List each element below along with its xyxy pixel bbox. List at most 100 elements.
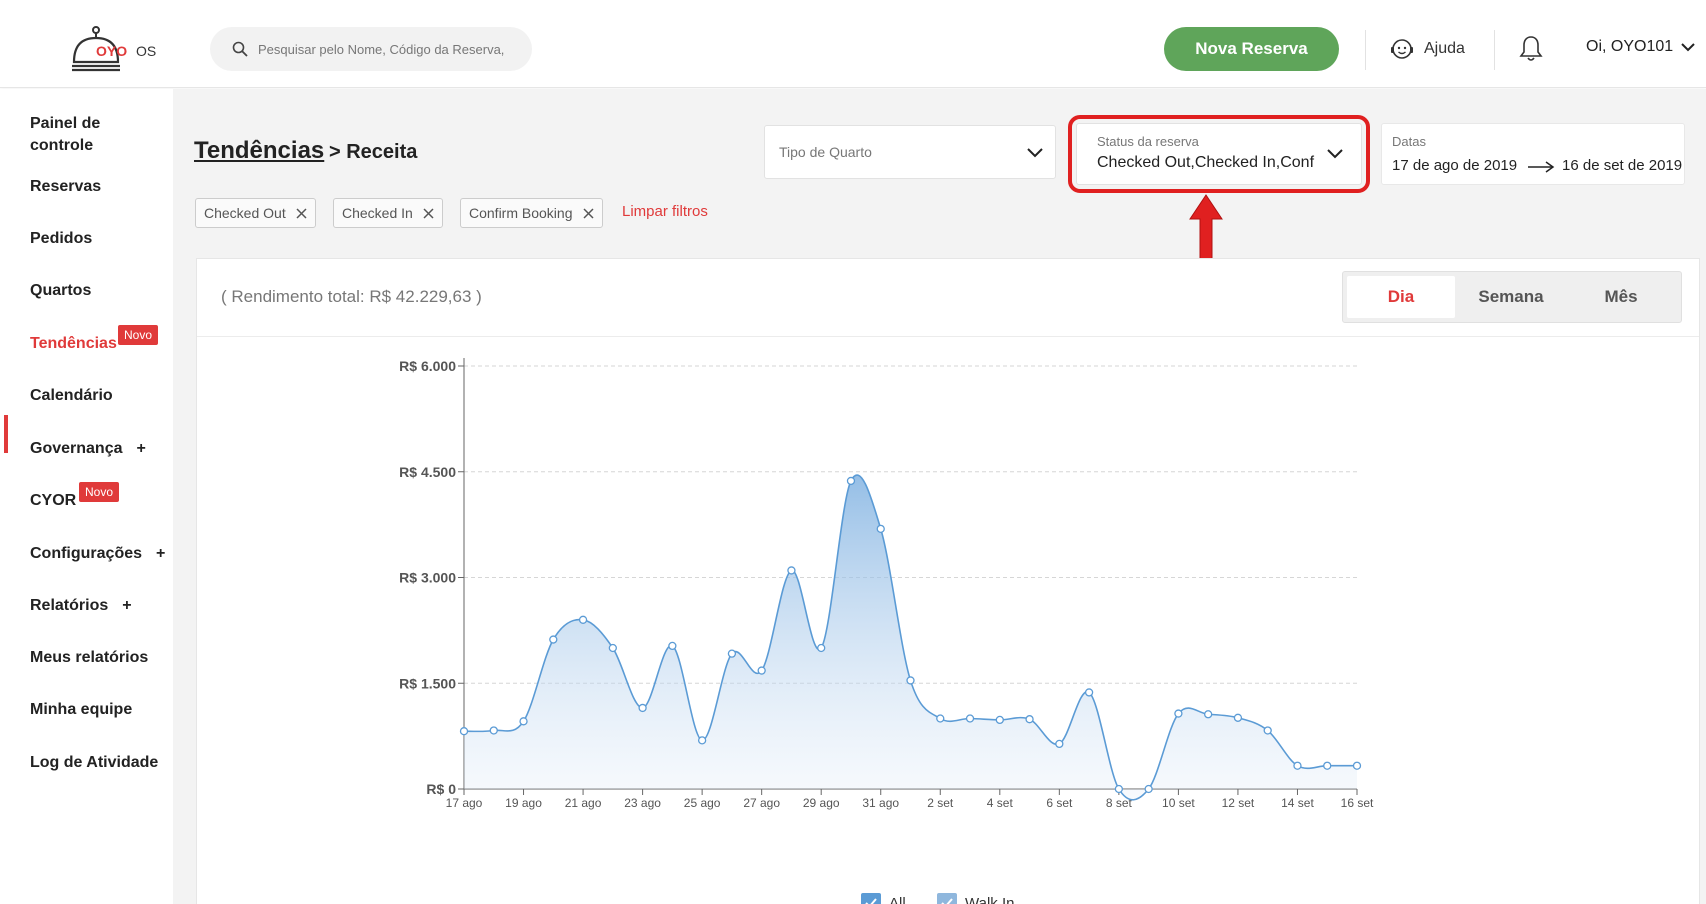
data-point xyxy=(1055,739,1064,749)
data-point xyxy=(608,643,617,653)
new-badge: Novo xyxy=(118,325,159,345)
sidebar-item-orders[interactable]: Pedidos xyxy=(30,230,93,247)
booking-status-label: Status da reserva xyxy=(1097,134,1199,149)
data-point xyxy=(1323,761,1332,770)
x-tick-label: 6 set xyxy=(1046,796,1073,810)
search-input[interactable] xyxy=(258,38,524,60)
sidebar-item-my-reports[interactable]: Meus relatórios xyxy=(30,649,149,666)
data-point xyxy=(846,476,856,486)
annotation-arrow-up-icon xyxy=(1189,194,1223,260)
active-indicator xyxy=(4,415,8,453)
sidebar-item-bookings[interactable]: Reservas xyxy=(30,178,102,195)
checkbox-checked-icon[interactable] xyxy=(861,893,881,904)
data-point xyxy=(1233,713,1243,722)
x-tick-label: 23 ago xyxy=(624,796,661,810)
tab-week[interactable]: Semana xyxy=(1478,287,1544,306)
data-point xyxy=(1114,784,1124,794)
data-point xyxy=(817,643,826,653)
legend-item-walk-in[interactable]: Walk In xyxy=(937,893,1014,904)
clear-filters-link[interactable]: Limpar filtros xyxy=(622,203,708,220)
filter-chip-label: Checked Out xyxy=(204,205,286,221)
y-tick-label: R$ 0 xyxy=(426,781,456,797)
data-point xyxy=(995,715,1004,725)
sidebar-item-label: Configurações xyxy=(30,545,143,562)
data-point xyxy=(757,666,766,675)
room-type-dropdown[interactable]: Tipo de Quarto xyxy=(764,125,1056,179)
revenue-card: ( Rendimento total: R$ 42.229,63 ) Dia S… xyxy=(196,258,1700,904)
x-tick-label: 16 set xyxy=(1341,796,1374,810)
room-type-placeholder: Tipo de Quarto xyxy=(779,144,872,160)
data-point xyxy=(697,736,707,745)
data-point xyxy=(1144,784,1153,794)
x-tick-label: 4 set xyxy=(987,796,1014,810)
total-revenue: ( Rendimento total: R$ 42.229,63 ) xyxy=(221,287,482,306)
close-icon[interactable] xyxy=(296,207,307,219)
filter-chip: Checked In xyxy=(333,198,443,228)
sidebar-item-activity-log[interactable]: Log de Atividade xyxy=(30,754,159,771)
tab-month[interactable]: Mês xyxy=(1604,287,1638,306)
filter-chip-label: Checked In xyxy=(342,205,413,221)
x-tick-label: 27 ago xyxy=(743,796,780,810)
data-point xyxy=(965,714,975,723)
arrow-right-icon xyxy=(1528,161,1555,173)
top-header: OYO OS Nova Reserva Ajuda Oi, OYO101 xyxy=(0,0,1706,88)
x-tick-label: 14 set xyxy=(1281,796,1314,810)
checkbox-checked-icon[interactable] xyxy=(937,893,957,904)
notification-bell-icon[interactable] xyxy=(1519,34,1543,62)
filter-chip: Confirm Booking xyxy=(460,198,603,228)
search-bar[interactable] xyxy=(210,27,532,71)
search-icon xyxy=(232,41,248,57)
chevron-down-icon xyxy=(1027,148,1043,158)
booking-status-value: Checked Out,Checked In,Conf xyxy=(1097,154,1315,171)
sidebar-item-trends[interactable]: Tendências xyxy=(30,335,117,352)
x-tick-label: 19 ago xyxy=(505,796,542,810)
sidebar-item-settings[interactable]: Configurações + xyxy=(30,545,165,563)
help-headset-icon xyxy=(1391,39,1413,59)
chevron-down-icon xyxy=(1681,42,1695,51)
y-tick-label: R$ 3.000 xyxy=(399,570,456,586)
sidebar-item-dashboard[interactable]: Painel de controle xyxy=(30,115,101,154)
sidebar-item-reports[interactable]: Relatórios + xyxy=(30,597,132,615)
sidebar-item-rooms[interactable]: Quartos xyxy=(30,282,92,299)
data-point xyxy=(906,676,915,685)
sidebar-item-housekeeping[interactable]: Governança + xyxy=(30,440,146,458)
logo-brand: OYO xyxy=(96,43,128,59)
data-point xyxy=(1025,715,1034,724)
card-header: ( Rendimento total: R$ 42.229,63 ) Dia S… xyxy=(197,259,1699,337)
y-tick-label: R$ 4.500 xyxy=(399,464,456,480)
date-range-picker[interactable]: Datas 17 de ago de 2019 16 de set de 201… xyxy=(1381,123,1685,185)
date-from: 17 de ago de 2019 xyxy=(1392,157,1518,174)
oyo-logo[interactable] xyxy=(72,26,162,74)
filter-chip: Checked Out xyxy=(195,198,316,228)
sidebar-item-label: Governança xyxy=(30,440,123,457)
data-point xyxy=(549,635,558,644)
series-line-all xyxy=(463,474,1357,801)
sidebar-item-cyor[interactable]: CYOR xyxy=(30,492,77,509)
x-tick-label: 25 ago xyxy=(684,796,721,810)
x-tick-label: 29 ago xyxy=(803,796,840,810)
dates-label: Datas xyxy=(1392,134,1426,149)
sidebar-item-my-team[interactable]: Minha equipe xyxy=(30,701,133,718)
x-tick-label: 12 set xyxy=(1222,796,1255,810)
close-icon[interactable] xyxy=(582,207,594,219)
legend-item-all[interactable]: All xyxy=(861,893,906,904)
x-tick-label: 10 set xyxy=(1162,796,1195,810)
sidebar-item-calendar[interactable]: Calendário xyxy=(30,387,113,404)
close-icon[interactable] xyxy=(423,207,434,219)
data-point xyxy=(1174,709,1183,718)
x-tick-label: 2 set xyxy=(927,796,954,810)
page-title[interactable]: Tendências xyxy=(194,137,325,164)
x-tick-label: 21 ago xyxy=(565,796,602,810)
booking-status-dropdown[interactable]: Status da reserva Checked Out,Checked In… xyxy=(1076,123,1362,185)
data-point xyxy=(1352,761,1362,770)
data-point xyxy=(876,524,885,534)
new-booking-button[interactable]: Nova Reserva xyxy=(1164,27,1339,71)
tab-day[interactable]: Dia xyxy=(1347,276,1455,318)
expand-plus-icon: + xyxy=(136,440,146,457)
user-menu[interactable]: Oi, OYO101 xyxy=(1586,38,1695,56)
data-point xyxy=(519,717,528,726)
help-link[interactable]: Ajuda xyxy=(1390,36,1465,62)
y-tick-label: R$ 6.000 xyxy=(399,358,456,374)
data-point xyxy=(727,649,737,658)
data-point xyxy=(1204,710,1213,719)
